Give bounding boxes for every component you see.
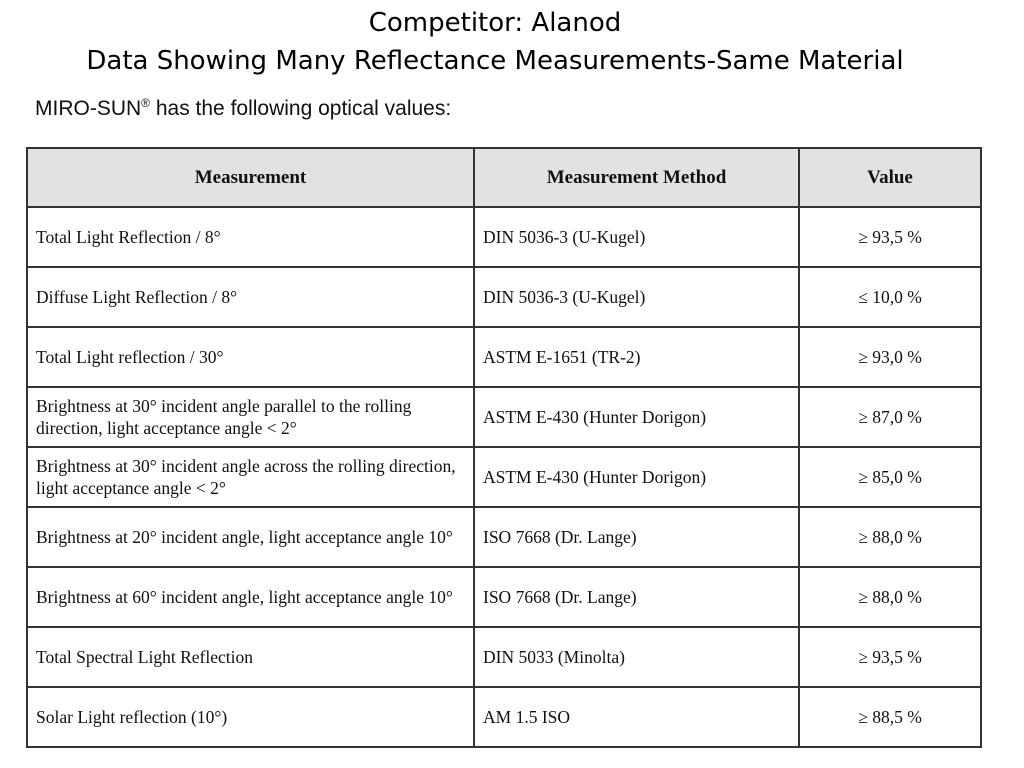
- cell-method: DIN 5036-3 (U-Kugel): [473, 206, 800, 268]
- product-name: MIRO-SUN: [35, 97, 142, 120]
- table-row: Diffuse Light Reflection / 8° DIN 5036-3 …: [26, 266, 982, 328]
- cell-method: ISO 7668 (Dr. Lange): [473, 566, 800, 628]
- cell-value: ≥ 85,0 %: [798, 446, 982, 508]
- table-header-row: Measurement Measurement Method Value: [26, 147, 982, 208]
- cell-value: ≥ 93,5 %: [798, 626, 982, 688]
- table-row: Brightness at 30° incident angle across …: [26, 446, 982, 508]
- cell-measurement: Brightness at 30° incident angle across …: [26, 446, 475, 508]
- cell-measurement: Total Spectral Light Reflection: [26, 626, 475, 688]
- table-row: Brightness at 30° incident angle paralle…: [26, 386, 982, 448]
- cell-method: ASTM E-430 (Hunter Dorigon): [473, 386, 800, 448]
- title-line-1: Competitor: Alanod: [368, 8, 622, 38]
- table-row: Brightness at 20° incident angle, light …: [26, 506, 982, 568]
- cell-measurement: Total Light Reflection / 8°: [26, 206, 475, 268]
- cell-method: ASTM E-1651 (TR-2): [473, 326, 800, 388]
- cell-method: DIN 5036-3 (U-Kugel): [473, 266, 800, 328]
- cell-value: ≥ 88,0 %: [798, 506, 982, 568]
- cell-measurement: Brightness at 30° incident angle paralle…: [26, 386, 475, 448]
- header-value: Value: [798, 147, 982, 208]
- cell-measurement: Diffuse Light Reflection / 8°: [26, 266, 475, 328]
- cell-measurement: Solar Light reflection (10°): [26, 686, 475, 748]
- cell-method: ASTM E-430 (Hunter Dorigon): [473, 446, 800, 508]
- cell-value: ≥ 88,0 %: [798, 566, 982, 628]
- cell-measurement: Brightness at 60° incident angle, light …: [26, 566, 475, 628]
- cell-value: ≥ 88,5 %: [798, 686, 982, 748]
- cell-value: ≤ 10,0 %: [798, 266, 982, 328]
- cell-method: DIN 5033 (Minolta): [473, 626, 800, 688]
- optical-values-table: Measurement Measurement Method Value Tot…: [26, 147, 982, 748]
- table-row: Total Light Reflection / 8° DIN 5036-3 (U…: [26, 206, 982, 268]
- cell-measurement: Total Light reflection / 30°: [26, 326, 475, 388]
- intro-text: MIRO-SUN® has the following optical valu…: [35, 96, 451, 121]
- cell-measurement: Brightness at 20° incident angle, light …: [26, 506, 475, 568]
- intro-sentence: has the following optical values:: [150, 97, 452, 120]
- table-row: Solar Light reflection (10°) AM 1.5 ISO ≥ …: [26, 686, 982, 748]
- table-row: Brightness at 60° incident angle, light …: [26, 566, 982, 628]
- table-row: Total Spectral Light Reflection DIN 5033 …: [26, 626, 982, 688]
- header-measurement: Measurement: [26, 147, 475, 208]
- table-row: Total Light reflection / 30° ASTM E-1651 …: [26, 326, 982, 388]
- cell-value: ≥ 93,5 %: [798, 206, 982, 268]
- cell-value: ≥ 87,0 %: [798, 386, 982, 448]
- cell-value: ≥ 93,0 %: [798, 326, 982, 388]
- header-method: Measurement Method: [473, 147, 800, 208]
- registered-mark: ®: [141, 96, 151, 110]
- title-line-2: Data Showing Many Reflectance Measuremen…: [86, 46, 904, 76]
- cell-method: ISO 7668 (Dr. Lange): [473, 506, 800, 568]
- cell-method: AM 1.5 ISO: [473, 686, 800, 748]
- slide-title: Competitor: Alanod Data Showing Many Ref…: [0, 4, 990, 80]
